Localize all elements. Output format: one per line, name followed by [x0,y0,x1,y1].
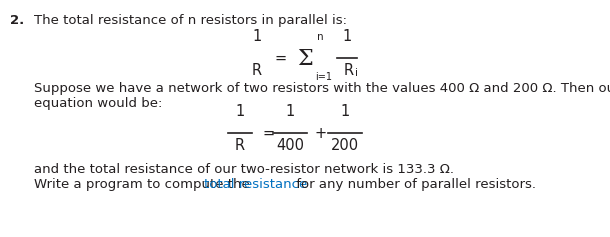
Text: 1: 1 [285,104,295,119]
Text: =: = [262,126,274,141]
Text: 1: 1 [340,104,350,119]
Text: 1: 1 [235,104,245,119]
Text: 1: 1 [342,29,351,44]
Text: Σ: Σ [297,48,313,70]
Text: for any number of parallel resistors.: for any number of parallel resistors. [292,178,536,191]
Text: R: R [235,138,245,153]
Text: total resistance: total resistance [204,178,307,191]
Text: =: = [275,50,287,65]
Text: +: + [315,126,327,141]
Text: 2.: 2. [10,14,24,27]
Text: n: n [317,32,324,42]
Text: R: R [344,63,354,78]
Text: The total resistance of n resistors in parallel is:: The total resistance of n resistors in p… [34,14,347,27]
Text: i=1: i=1 [315,72,332,82]
Text: Suppose we have a network of two resistors with the values 400 Ω and 200 Ω. Then: Suppose we have a network of two resisto… [34,82,610,95]
Text: equation would be:: equation would be: [34,97,162,110]
Text: and the total resistance of our two-resistor network is 133.3 Ω.: and the total resistance of our two-resi… [34,163,454,176]
Text: 200: 200 [331,138,359,153]
Text: i: i [355,68,358,78]
Text: R: R [252,63,262,78]
Text: Write a program to compute the: Write a program to compute the [34,178,254,191]
Text: 400: 400 [276,138,304,153]
Text: 1: 1 [253,29,262,44]
